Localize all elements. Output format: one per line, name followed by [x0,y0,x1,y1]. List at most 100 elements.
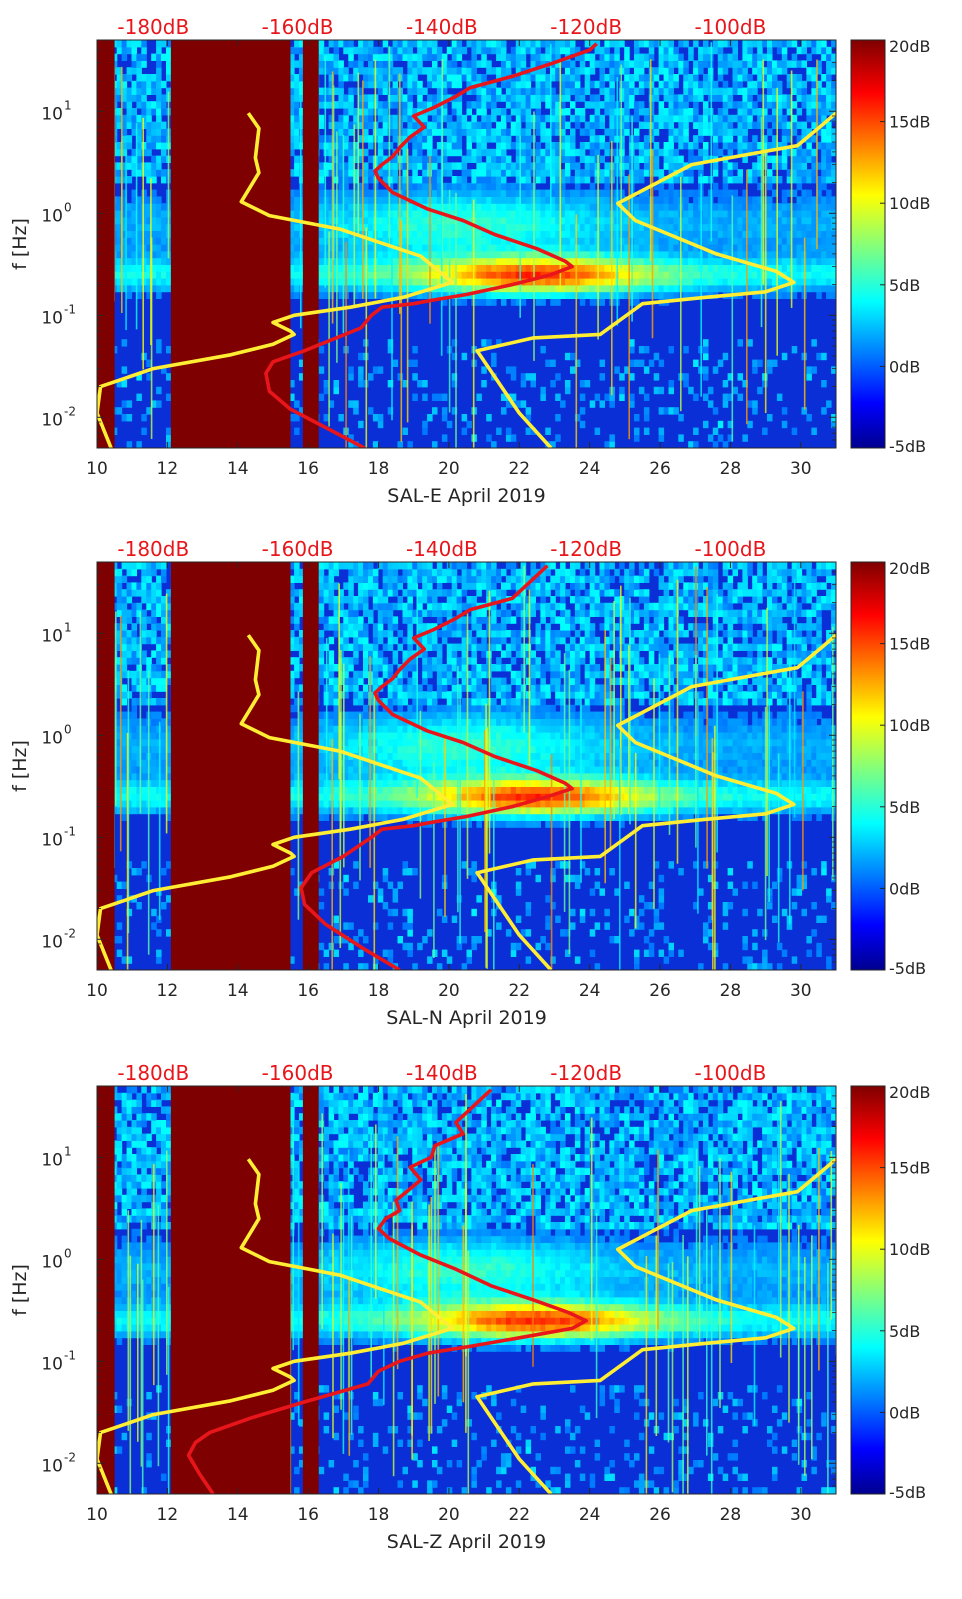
model-curve-high [475,111,836,448]
x-tick-label: 22 [508,459,530,479]
colorbar-label: -5dB [889,437,926,456]
saturated-block-2 [170,1086,291,1494]
model-curve-low [97,1158,455,1494]
x-tick-label: 20 [438,1505,460,1525]
x-tick-label: 10 [86,459,108,479]
y-tick-label: 10 [41,308,63,328]
saturated-block-2 [170,40,291,448]
top-axis-label: -120dB [550,1061,622,1085]
x-tick-label: 28 [720,1505,742,1525]
y-tick-exponent: 1 [64,1144,72,1158]
colorbar: -5dB 0dB 5dB 10dB 15dB 20dB [850,1083,931,1502]
saturated-block-1 [97,40,115,448]
y-tick-exponent: 1 [64,98,72,112]
colorbar-label: 15dB [889,1159,931,1178]
top-axis-label: -120dB [550,537,622,561]
x-tick-label: 12 [157,981,179,1001]
y-tick-label: 10 [41,1456,63,1476]
x-tick-label: 14 [227,981,249,1001]
top-axis-label: -160dB [262,15,334,39]
saturated-block-3 [302,40,319,448]
top-axis-label: -180dB [117,15,189,39]
top-axis-label: -100dB [695,1061,767,1085]
colorbar-label: 10dB [889,1240,931,1259]
y-tick-exponent: -2 [64,404,76,418]
x-tick-label: 22 [508,1505,530,1525]
top-axis-label: -140dB [406,15,478,39]
colorbar-label: 20dB [889,559,931,578]
model-curve-high [475,633,836,970]
y-tick-exponent: -1 [64,302,76,316]
y-tick-label: 10 [41,1354,63,1374]
colorbar-gradient [850,1085,886,1495]
model-curve-low [97,634,455,970]
noise-profile-curve [264,42,598,448]
colorbar-label: 0dB [889,357,920,376]
saturated-block-3 [302,562,319,970]
x-tick-label: 26 [649,459,671,479]
colorbar-label: 10dB [889,716,931,735]
colorbar-gradient [850,561,886,971]
saturated-block-1 [97,1086,115,1494]
x-tick-label: 28 [720,981,742,1001]
colorbar-label: 0dB [889,1403,920,1422]
x-tick-label: 26 [649,1505,671,1525]
y-tick-exponent: 0 [64,200,72,214]
spectrogram-field [97,562,836,970]
colorbar-label: 5dB [889,798,920,817]
colorbar-label: 20dB [889,1083,931,1102]
x-tick-label: 10 [86,1505,108,1525]
top-axis-label: -100dB [695,537,767,561]
y-tick-label: 10 [41,1252,63,1272]
y-axis-title: f [Hz] [9,740,31,792]
x-tick-label: 16 [297,1505,319,1525]
top-axis-label: -180dB [117,537,189,561]
x-tick-label: 20 [438,459,460,479]
x-tick-label: 16 [297,459,319,479]
y-tick-label: 10 [41,830,63,850]
x-tick-label: 30 [790,981,812,1001]
y-tick-exponent: -2 [64,926,76,940]
x-tick-label: 28 [720,459,742,479]
saturated-block-3 [302,1086,319,1494]
y-tick-label: 10 [41,626,63,646]
x-tick-label: 26 [649,981,671,1001]
saturated-block-2 [170,562,291,970]
spectrogram-area [97,1086,836,1494]
y-axis-title: f [Hz] [9,218,31,270]
x-tick-label: 18 [368,459,390,479]
x-tick-label: 30 [790,459,812,479]
colorbar-label: 15dB [889,113,931,132]
x-tick-label: 24 [579,459,601,479]
y-tick-label: 10 [41,104,63,124]
top-axis-label: -100dB [695,15,767,39]
x-tick-label: 18 [368,981,390,1001]
top-axis-label: -160dB [262,1061,334,1085]
top-axis-label: -160dB [262,537,334,561]
y-tick-exponent: -2 [64,1450,76,1464]
noise-profile-curve [186,1088,588,1494]
y-tick-exponent: 0 [64,722,72,736]
y-tick-exponent: -1 [64,1348,76,1362]
model-curve-high [475,1157,836,1494]
x-tick-label: 24 [579,1505,601,1525]
noise-profile-curve [299,564,574,970]
y-tick-label: 10 [41,932,63,952]
colorbar-label: 10dB [889,194,931,213]
y-tick-label: 10 [41,410,63,430]
colorbar: -5dB 0dB 5dB 10dB 15dB 20dB [850,37,931,456]
x-axis-title: SAL-N April 2019 [386,1007,547,1029]
colorbar-gradient [850,39,886,449]
colorbar-label: -5dB [889,1483,926,1502]
x-tick-label: 14 [227,459,249,479]
x-tick-label: 18 [368,1505,390,1525]
model-curve-low [97,112,455,448]
x-tick-label: 30 [790,1505,812,1525]
x-axis-title: SAL-Z April 2019 [387,1531,546,1553]
x-tick-label: 10 [86,981,108,1001]
top-axis-label: -140dB [406,1061,478,1085]
colorbar-label: 5dB [889,1322,920,1341]
